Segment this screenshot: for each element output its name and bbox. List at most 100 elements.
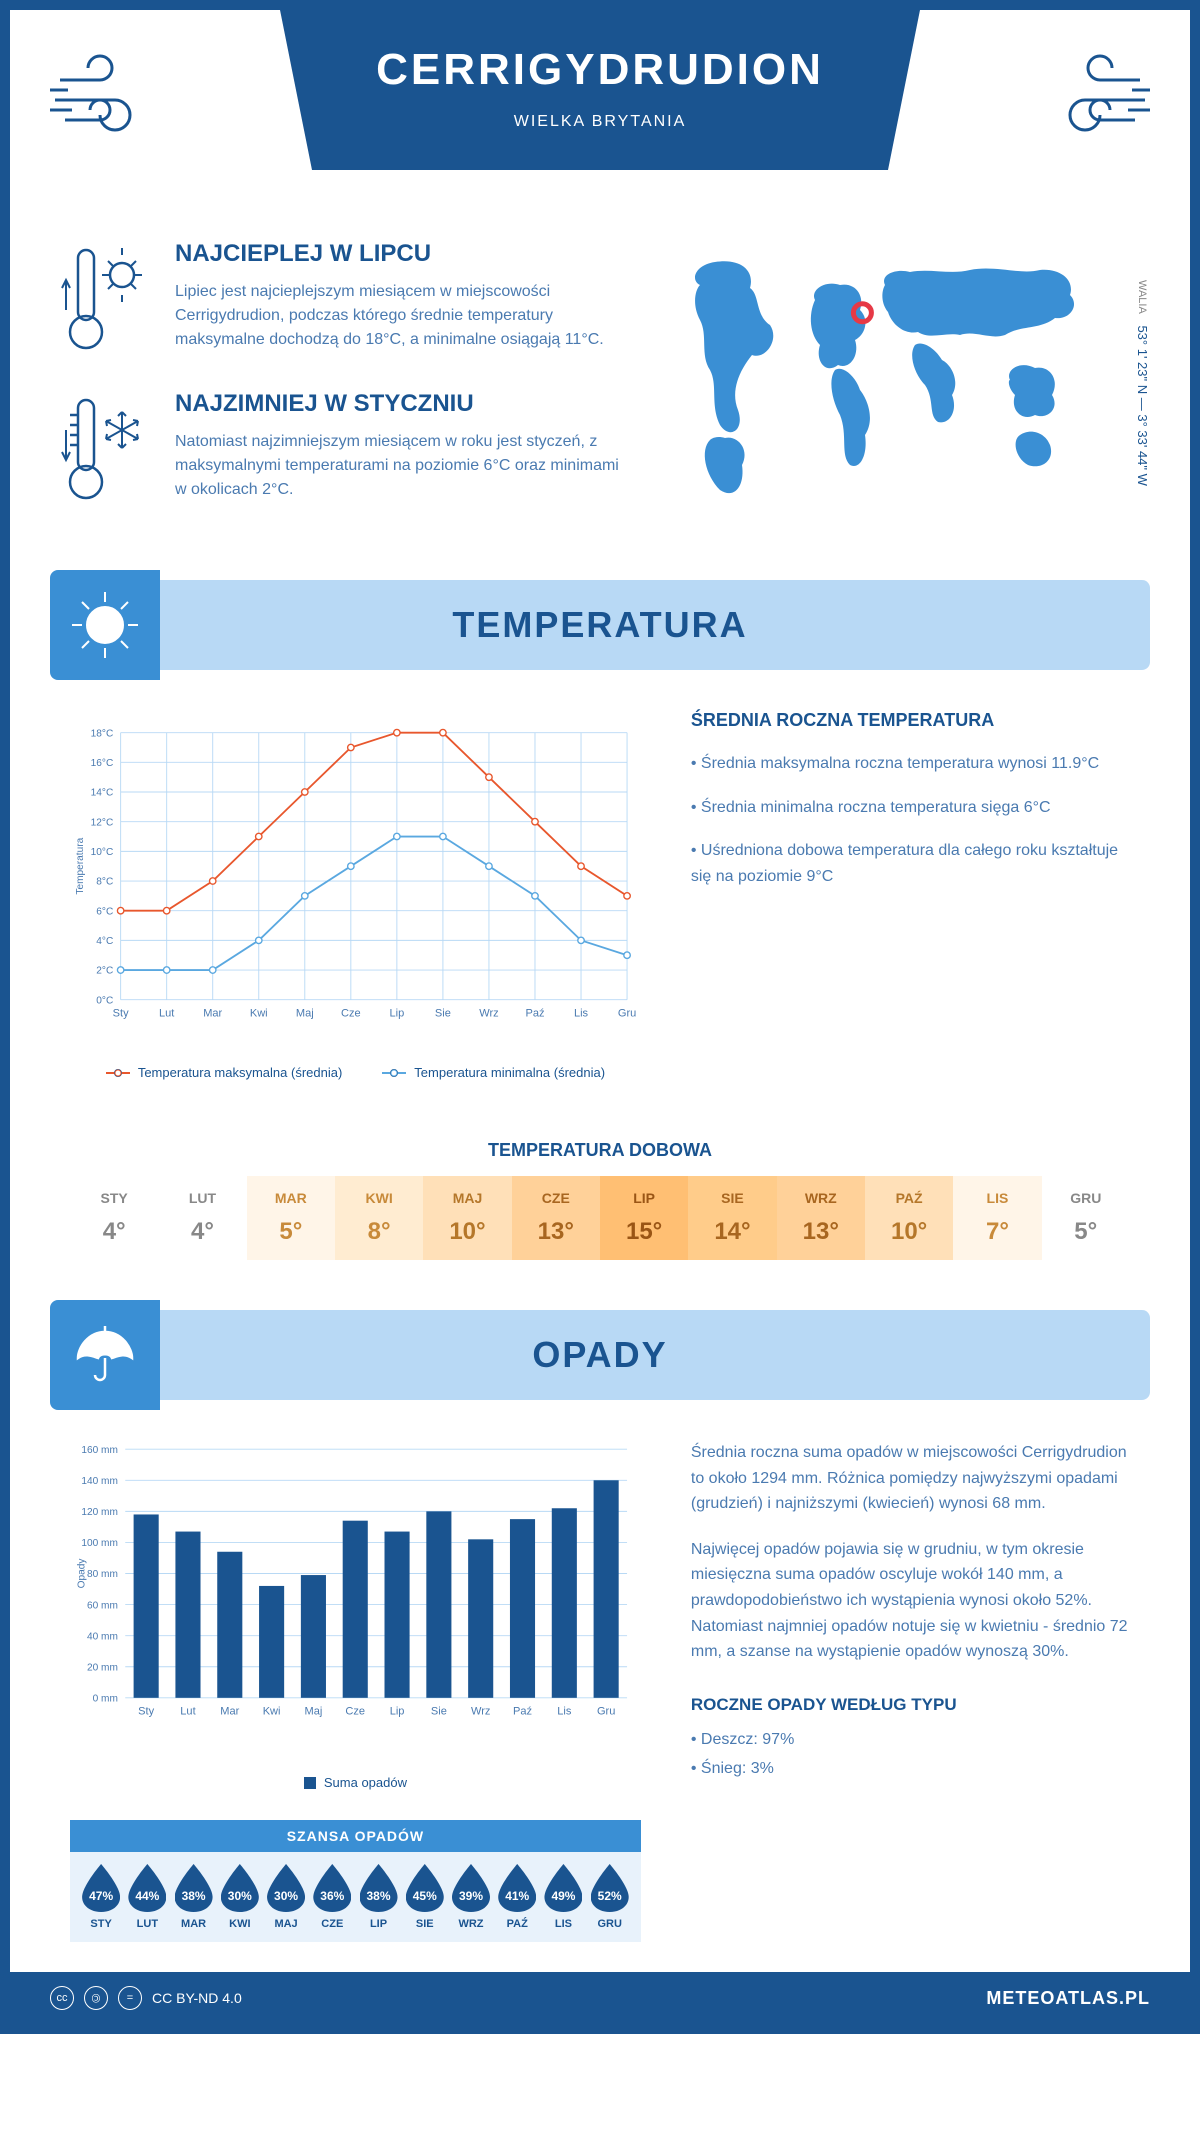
temperature-body: 0°C2°C4°C6°C8°C10°C12°C14°C16°C18°CStyLu… [10,670,1190,1120]
svg-text:Sie: Sie [435,1007,451,1019]
svg-text:18°C: 18°C [91,728,114,739]
svg-text:80 mm: 80 mm [87,1569,118,1580]
chance-cell: 30%MAJ [263,1864,309,1930]
raindrop-icon: 36% [313,1864,351,1912]
daily-cell: MAJ10° [423,1176,511,1260]
thermometer-hot-icon [60,240,150,360]
precipitation-paragraph: Średnia roczna suma opadów w miejscowośc… [691,1440,1130,1517]
svg-text:2°C: 2°C [96,966,113,977]
fact-warmest-text: NAJCIEPLEJ W LIPCU Lipiec jest najcieple… [175,240,620,360]
footer-license: cc 🄯 = CC BY-ND 4.0 [50,1986,242,2010]
svg-text:160 mm: 160 mm [81,1445,118,1456]
header: CERRIGYDRUDION WIELKA BRYTANIA [10,10,1190,220]
fact-coldest-title: NAJZIMNIEJ W STYCZNIU [175,390,620,418]
chance-cell: 47%STY [78,1864,124,1930]
svg-text:120 mm: 120 mm [81,1507,118,1518]
daily-cell: LUT4° [158,1176,246,1260]
coordinates: WALIA 53° 1' 23" N — 3° 33' 44" W [1135,280,1150,486]
precipitation-bar-chart: 0 mm20 mm40 mm60 mm80 mm100 mm120 mm140 … [70,1440,641,1760]
precipitation-by-type-title: ROCZNE OPADY WEDŁUG TYPU [691,1695,1130,1715]
daily-cell: WRZ13° [777,1176,865,1260]
temperature-chart-box: 0°C2°C4°C6°C8°C10°C12°C14°C16°C18°CStyLu… [70,710,641,1080]
temperature-line-chart: 0°C2°C4°C6°C8°C10°C12°C14°C16°C18°CStyLu… [70,710,641,1050]
svg-text:16°C: 16°C [91,758,114,769]
svg-text:60 mm: 60 mm [87,1600,118,1611]
fact-coldest-text: NAJZIMNIEJ W STYCZNIU Natomiast najzimni… [175,390,620,510]
svg-text:Kwi: Kwi [263,1705,281,1717]
svg-text:Sty: Sty [138,1705,154,1717]
daily-cell: GRU5° [1042,1176,1130,1260]
city-name: CERRIGYDRUDION [280,45,920,95]
svg-text:Lis: Lis [557,1705,572,1717]
thermometer-cold-icon [60,390,150,510]
svg-text:40 mm: 40 mm [87,1631,118,1642]
fact-warmest-title: NAJCIEPLEJ W LIPCU [175,240,620,268]
by-icon: 🄯 [84,1986,108,2010]
fact-coldest-body: Natomiast najzimniejszym miesiącem w rok… [175,430,620,502]
chance-cell: 45%SIE [402,1864,448,1930]
svg-text:Lut: Lut [159,1007,174,1019]
world-map [660,240,1100,500]
sun-icon [50,570,160,680]
daily-cell: LIS7° [953,1176,1041,1260]
precipitation-type-item: • Deszcz: 97% [691,1727,1130,1753]
raindrop-icon: 45% [406,1864,444,1912]
temperature-title: TEMPERATURA [452,604,747,646]
svg-text:Lis: Lis [574,1007,589,1019]
daily-temperature-strip: STY4°LUT4°MAR5°KWI8°MAJ10°CZE13°LIP15°SI… [70,1176,1130,1260]
raindrop-icon: 30% [267,1864,305,1912]
svg-text:14°C: 14°C [91,788,114,799]
svg-text:Cze: Cze [345,1705,365,1717]
temperature-info: ŚREDNIA ROCZNA TEMPERATURA • Średnia mak… [691,710,1130,1080]
chance-cell: 41%PAŹ [494,1864,540,1930]
precipitation-legend-label: Suma opadów [324,1775,407,1790]
chance-cell: 39%WRZ [448,1864,494,1930]
temperature-bullet: • Średnia minimalna roczna temperatura s… [691,795,1130,821]
chance-cell: 30%KWI [217,1864,263,1930]
temperature-bullet: • Uśredniona dobowa temperatura dla całe… [691,838,1130,889]
precipitation-chart-box: 0 mm20 mm40 mm60 mm80 mm100 mm120 mm140 … [70,1440,641,1942]
raindrop-icon: 44% [128,1864,166,1912]
cc-icon: cc [50,1986,74,2010]
raindrop-icon: 49% [544,1864,582,1912]
precipitation-section-header: OPADY [50,1310,1150,1400]
fact-warmest-body: Lipiec jest najcieplejszym miesiącem w m… [175,280,620,352]
chance-title: SZANSA OPADÓW [70,1820,641,1852]
chance-cell: 38%MAR [170,1864,216,1930]
svg-text:Temperatura: Temperatura [75,837,86,894]
license-text: CC BY-ND 4.0 [152,1990,242,2006]
raindrop-icon: 30% [221,1864,259,1912]
svg-text:0 mm: 0 mm [93,1693,118,1704]
title-banner: CERRIGYDRUDION WIELKA BRYTANIA [280,10,920,170]
daily-cell: MAR5° [247,1176,335,1260]
svg-text:Mar: Mar [220,1705,239,1717]
precipitation-paragraph: Najwięcej opadów pojawia się w grudniu, … [691,1537,1130,1665]
svg-text:Wrz: Wrz [471,1705,490,1717]
temperature-section-header: TEMPERATURA [50,580,1150,670]
svg-text:Sie: Sie [431,1705,447,1717]
page-root: CERRIGYDRUDION WIELKA BRYTANIA [0,0,1200,2034]
legend-item: Temperatura minimalna (średnia) [382,1065,605,1080]
svg-text:Lut: Lut [180,1705,195,1717]
svg-text:10°C: 10°C [91,847,114,858]
svg-text:12°C: 12°C [91,817,114,828]
svg-text:0°C: 0°C [96,995,113,1006]
raindrop-icon: 41% [498,1864,536,1912]
svg-text:100 mm: 100 mm [81,1538,118,1549]
precipitation-legend-item: Suma opadów [304,1775,407,1790]
country-name: WIELKA BRYTANIA [280,113,920,131]
chance-cell: 52%GRU [587,1864,633,1930]
intro-section: NAJCIEPLEJ W LIPCU Lipiec jest najcieple… [10,220,1190,580]
svg-text:Sty: Sty [113,1007,129,1019]
svg-text:140 mm: 140 mm [81,1476,118,1487]
daily-cell: PAŹ10° [865,1176,953,1260]
daily-cell: KWI8° [335,1176,423,1260]
svg-text:Paź: Paź [525,1007,544,1019]
daily-cell: SIE14° [688,1176,776,1260]
temperature-bullet: • Średnia maksymalna roczna temperatura … [691,751,1130,777]
raindrop-icon: 38% [175,1864,213,1912]
svg-text:Opady: Opady [77,1558,88,1589]
raindrop-icon: 47% [82,1864,120,1912]
svg-text:Paź: Paź [513,1705,532,1717]
svg-text:Gru: Gru [618,1007,636,1019]
